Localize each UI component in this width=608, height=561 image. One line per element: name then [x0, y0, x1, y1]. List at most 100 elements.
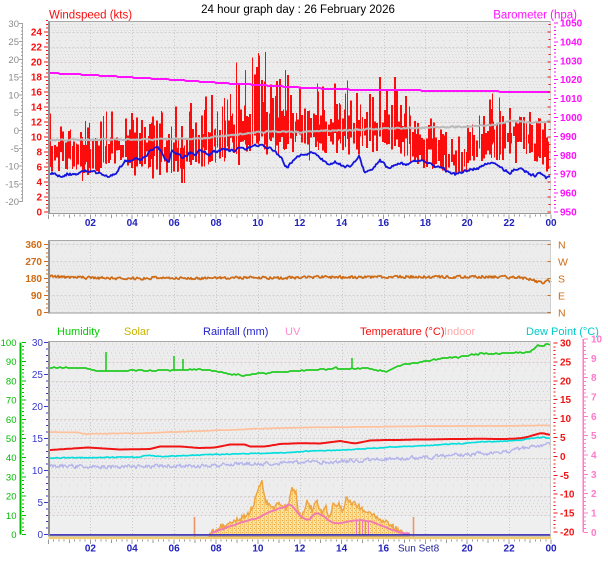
- svg-text:-10: -10: [5, 162, 19, 173]
- svg-text:0: 0: [14, 126, 19, 137]
- svg-text:5: 5: [591, 431, 597, 442]
- svg-text:12: 12: [294, 218, 306, 229]
- svg-text:1030: 1030: [560, 56, 583, 67]
- svg-text:02: 02: [85, 544, 97, 555]
- svg-text:5: 5: [14, 108, 19, 119]
- svg-text:1: 1: [591, 509, 597, 520]
- svg-text:08: 08: [210, 544, 222, 555]
- svg-text:70: 70: [6, 396, 17, 407]
- svg-text:960: 960: [560, 189, 577, 200]
- svg-text:15: 15: [560, 395, 572, 406]
- svg-text:5: 5: [560, 433, 566, 444]
- svg-text:25: 25: [32, 370, 44, 381]
- svg-text:16: 16: [378, 218, 390, 229]
- svg-text:0: 0: [36, 308, 42, 319]
- svg-text:10: 10: [252, 544, 264, 555]
- svg-text:0: 0: [560, 452, 566, 463]
- svg-text:10: 10: [591, 335, 603, 346]
- svg-text:Dew Point (°C): Dew Point (°C): [526, 326, 599, 338]
- svg-text:20: 20: [8, 55, 19, 66]
- svg-text:950: 950: [560, 208, 577, 219]
- svg-text:20: 20: [31, 57, 43, 68]
- svg-text:8: 8: [591, 373, 597, 384]
- svg-text:14: 14: [31, 102, 43, 113]
- svg-text:12: 12: [31, 117, 43, 128]
- svg-text:10: 10: [31, 132, 43, 143]
- svg-text:60: 60: [6, 415, 17, 426]
- svg-text:970: 970: [560, 170, 577, 181]
- svg-text:16: 16: [31, 87, 43, 98]
- svg-text:Sun Set8: Sun Set8: [398, 544, 440, 555]
- svg-text:0: 0: [37, 530, 43, 541]
- svg-text:10: 10: [252, 218, 264, 229]
- svg-text:4: 4: [591, 451, 597, 462]
- svg-text:10: 10: [6, 511, 17, 522]
- svg-text:-20: -20: [560, 528, 575, 539]
- svg-text:1010: 1010: [560, 94, 583, 105]
- svg-text:20: 20: [32, 402, 44, 413]
- svg-text:25: 25: [8, 37, 19, 48]
- svg-text:12: 12: [294, 544, 306, 555]
- svg-text:Temperature (°C): Temperature (°C): [360, 326, 444, 338]
- svg-text:30: 30: [6, 472, 17, 483]
- svg-text:22: 22: [504, 544, 516, 555]
- svg-text:16: 16: [378, 544, 390, 555]
- svg-text:Indoor: Indoor: [444, 326, 476, 338]
- svg-text:15: 15: [8, 73, 19, 84]
- svg-text:-20: -20: [5, 197, 19, 208]
- svg-text:N: N: [558, 239, 566, 251]
- svg-text:10: 10: [32, 466, 44, 477]
- svg-text:10: 10: [560, 414, 572, 425]
- svg-text:90: 90: [6, 357, 17, 368]
- svg-text:990: 990: [560, 132, 577, 143]
- svg-text:2: 2: [36, 192, 42, 203]
- svg-text:-15: -15: [5, 179, 19, 190]
- svg-text:Windspeed (kts): Windspeed (kts): [49, 10, 132, 22]
- svg-text:06: 06: [169, 544, 181, 555]
- svg-text:1020: 1020: [560, 75, 583, 86]
- svg-text:24: 24: [31, 27, 43, 38]
- svg-text:30: 30: [8, 19, 19, 30]
- svg-text:270: 270: [25, 257, 42, 268]
- svg-text:8: 8: [36, 147, 42, 158]
- svg-text:20: 20: [560, 376, 572, 387]
- svg-text:00: 00: [545, 218, 557, 229]
- svg-text:360: 360: [25, 240, 42, 251]
- svg-text:100: 100: [1, 338, 17, 349]
- svg-text:6: 6: [591, 412, 597, 423]
- svg-text:1000: 1000: [560, 113, 583, 124]
- svg-text:02: 02: [85, 218, 97, 229]
- svg-text:90: 90: [31, 291, 43, 302]
- svg-text:20: 20: [6, 492, 17, 503]
- svg-text:9: 9: [591, 354, 597, 365]
- svg-text:30: 30: [32, 338, 44, 349]
- svg-text:-5: -5: [560, 471, 569, 482]
- svg-text:18: 18: [31, 72, 43, 83]
- svg-text:22: 22: [504, 218, 516, 229]
- svg-text:N: N: [558, 308, 566, 320]
- svg-text:E: E: [558, 291, 565, 303]
- svg-text:980: 980: [560, 151, 577, 162]
- svg-text:6: 6: [36, 162, 42, 173]
- svg-text:-15: -15: [560, 509, 575, 520]
- svg-text:04: 04: [127, 218, 139, 229]
- svg-text:18: 18: [420, 218, 432, 229]
- svg-text:80: 80: [6, 376, 17, 387]
- svg-text:1050: 1050: [560, 19, 583, 30]
- svg-text:20: 20: [462, 544, 474, 555]
- svg-text:Solar: Solar: [124, 326, 150, 338]
- svg-text:0: 0: [36, 207, 42, 218]
- svg-text:W: W: [558, 256, 568, 268]
- svg-text:-5: -5: [11, 144, 19, 155]
- svg-text:Humidity: Humidity: [57, 326, 100, 338]
- svg-text:4: 4: [36, 177, 42, 188]
- svg-text:7: 7: [591, 393, 597, 404]
- svg-text:5: 5: [37, 498, 43, 509]
- svg-text:10: 10: [8, 90, 19, 101]
- svg-text:Barometer (hpa): Barometer (hpa): [493, 10, 577, 22]
- svg-text:08: 08: [210, 218, 222, 229]
- svg-text:30: 30: [560, 339, 572, 350]
- svg-text:06: 06: [169, 218, 181, 229]
- svg-text:40: 40: [6, 453, 17, 464]
- svg-text:0: 0: [11, 530, 16, 541]
